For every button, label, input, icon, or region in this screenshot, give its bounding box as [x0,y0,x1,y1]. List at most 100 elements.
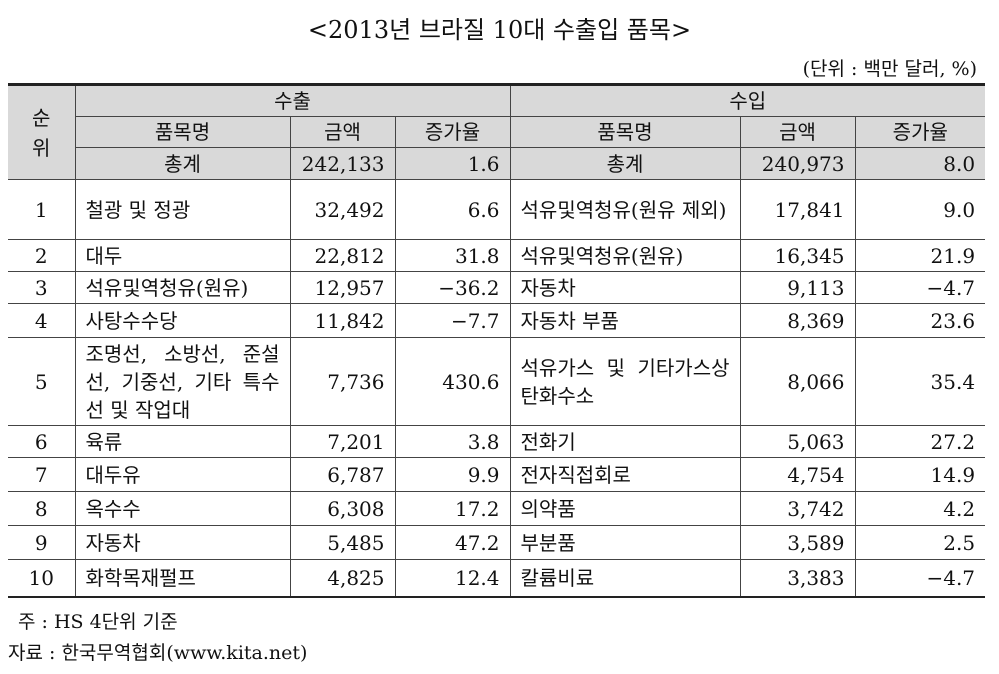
cell: 화학목재펄프 [74,559,291,598]
cell: 의약품 [509,491,741,526]
data-row: 5 조명선, 소방선, 준설선, 기중선, 기타 특수선 및 작업대 7,736 43… [8,337,986,426]
rank-header: 순위 [32,105,51,160]
cell: 35.4 [854,337,986,426]
data-row: 4 사탕수수당 11,842 −7.7 자동차 부품 8,369 23.6 [8,303,986,338]
cell: 7 [8,457,76,492]
cell: 21.9 [854,239,986,272]
cell: 3,383 [739,559,856,598]
cell: 6,787 [289,457,396,492]
data-row: 7 대두유 6,787 9.9 전자직접회로 4,754 14.9 [8,457,986,492]
column-header: 증가율 [854,116,986,148]
cell: 6.6 [394,179,511,240]
cell: 8 [8,491,76,526]
import-header: 수입 [509,83,986,117]
total-row: 총계 242,133 1.6 총계 240,973 8.0 [8,147,986,180]
total-cell: 1.6 [394,147,511,180]
cell: 7,201 [289,425,396,458]
cell: 31.8 [394,239,511,272]
table-body: 1 철광 및 정광 32,492 6.6 석유및역청유(원유 제외) 17,841 9.0 2… [8,179,986,598]
cell: 12.4 [394,559,511,598]
cell: 석유및역청유(원유) [509,239,741,272]
cell: 2 [8,239,76,272]
cell: 17.2 [394,491,511,526]
table-head: 순위 수출 수입 품목명 금액 증가율 품목명 금액 증가율 총계 242,133 1.6 총계… [8,83,986,180]
cell: 10 [8,559,76,598]
data-row: 2 대두 22,812 31.8 석유및역청유(원유) 16,345 21.9 [8,239,986,272]
cell: 47.2 [394,525,511,560]
column-header: 증가율 [394,116,511,148]
data-row: 10 화학목재펄프 4,825 12.4 칼륨비료 3,383 −4.7 [8,559,986,598]
cell: 12,957 [289,271,396,304]
notes: 주 : HS 4단위 기준 자료 : 한국무역협회(www.kita.net) [8,607,307,669]
cell: 23.6 [854,303,986,338]
total-cell: 242,133 [289,147,396,180]
cell: −36.2 [394,271,511,304]
cell: 전화기 [509,425,741,458]
cell: −4.7 [854,559,986,598]
cell: 5,063 [739,425,856,458]
cell: −7.7 [394,303,511,338]
cell: 3 [8,271,76,304]
source: 자료 : 한국무역협회(www.kita.net) [8,642,308,664]
cell: 전자직접회로 [509,457,741,492]
cell: 석유가스 및 기타가스상탄화수소 [509,337,741,426]
title: <2013년 브라질 10대 수출입 품목> [307,16,692,44]
cell: 9,113 [739,271,856,304]
trade-table: 순위 수출 수입 품목명 금액 증가율 품목명 금액 증가율 총계 242,133 1.6 총계… [8,83,986,598]
cell: 대두 [74,239,291,272]
cell: 철광 및 정광 [74,179,291,240]
cell: 5 [8,337,76,426]
data-row: 3 석유및역청유(원유) 12,957 −36.2 자동차 9,113 −4.7 [8,271,986,304]
data-row: 1 철광 및 정광 32,492 6.6 석유및역청유(원유 제외) 17,841 9.0 [8,179,986,240]
cell: 대두유 [74,457,291,492]
column-header: 품목명 [509,116,741,148]
cell: 1 [8,179,76,240]
cell: 자동차 [74,525,291,560]
cell: 6 [8,425,76,458]
cell: 7,736 [289,337,396,426]
cell: 5,485 [289,525,396,560]
unit-note: (단위 : 백만 달러, %) [802,58,977,80]
cell: 4,825 [289,559,396,598]
column-header: 금액 [739,116,856,148]
cell: 32,492 [289,179,396,240]
cell: 27.2 [854,425,986,458]
total-cell: 8.0 [854,147,986,180]
column-header: 품목명 [75,116,291,148]
data-row: 9 자동차 5,485 47.2 부분품 3,589 2.5 [8,525,986,560]
cell: 3,589 [739,525,856,560]
cell: 칼륨비료 [509,559,741,598]
cell: 4,754 [739,457,856,492]
cell: 4 [8,303,76,338]
cell: 9.9 [394,457,511,492]
cell: 8,066 [739,337,856,426]
data-row: 6 육류 7,201 3.8 전화기 5,063 27.2 [8,425,986,458]
cell: 석유및역청유(원유) [74,271,291,304]
cell: 9.0 [854,179,986,240]
cell: 부분품 [509,525,741,560]
rank-header-cell: 순위 [8,83,76,180]
header-row: 순위 수출 수입 [8,83,986,180]
export-header: 수출 [74,83,511,117]
total-cell: 240,973 [739,147,856,180]
cell: 11,842 [289,303,396,338]
cell: 2.5 [854,525,986,560]
note: 주 : HS 4단위 기준 [18,611,178,633]
total-cell: 총계 [75,147,291,180]
cell: 3,742 [739,491,856,526]
data-row: 8 옥수수 6,308 17.2 의약품 3,742 4.2 [8,491,986,526]
cell: 430.6 [394,337,511,426]
cell: 조명선, 소방선, 준설선, 기중선, 기타 특수선 및 작업대 [74,337,291,426]
cell: 자동차 [509,271,741,304]
cell: 석유및역청유(원유 제외) [509,179,741,240]
cell: 4.2 [854,491,986,526]
cell: 옥수수 [74,491,291,526]
cell: 17,841 [739,179,856,240]
cell: 3.8 [394,425,511,458]
cell: 자동차 부품 [509,303,741,338]
column-header: 금액 [289,116,396,148]
total-cell: 총계 [509,147,741,180]
cell: 9 [8,525,76,560]
cell: 6,308 [289,491,396,526]
